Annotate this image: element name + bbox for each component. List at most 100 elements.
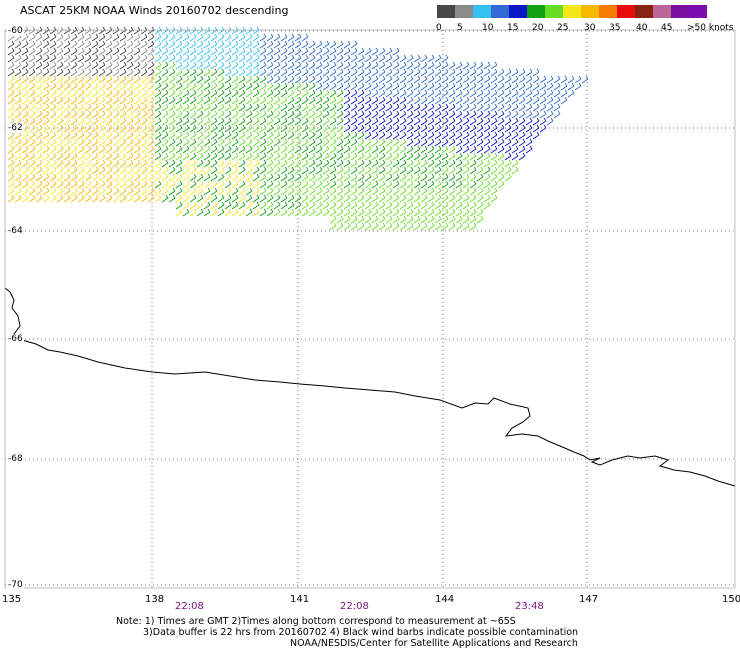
wind-barb (301, 180, 309, 189)
wind-barb (252, 82, 260, 91)
wind-barb (476, 138, 484, 147)
wind-barb (133, 187, 141, 196)
wind-barb (518, 145, 526, 154)
wind-barb (189, 89, 197, 98)
wind-barb (168, 33, 176, 42)
wind-barb (224, 145, 232, 154)
wind-barb (140, 117, 148, 126)
wind-barb (532, 68, 540, 77)
wind-barb (336, 110, 344, 119)
wind-barb (28, 124, 36, 133)
wind-barb (140, 47, 148, 56)
wind-barb (56, 173, 64, 182)
wind-barb (77, 47, 85, 56)
wind-barb (56, 117, 64, 126)
wind-barb (259, 152, 267, 161)
wind-barb (7, 145, 15, 154)
wind-barb (504, 68, 512, 77)
wind-barb (224, 159, 232, 168)
wind-barb (406, 82, 414, 91)
wind-barb (364, 54, 372, 63)
wind-barb (245, 138, 253, 147)
wind-barb (252, 180, 260, 189)
wind-barb (98, 110, 106, 119)
wind-barb (175, 159, 183, 168)
wind-barb (406, 152, 414, 161)
wind-barb (98, 26, 106, 35)
wind-barb (119, 68, 127, 77)
wind-barb (245, 26, 253, 35)
wind-barb (21, 103, 29, 112)
wind-barb (140, 145, 148, 154)
wind-barb (448, 131, 456, 140)
wind-barb (126, 194, 134, 203)
wind-barb (364, 117, 372, 126)
wind-barb (392, 152, 400, 161)
wind-barb (154, 96, 162, 105)
wind-barb (455, 117, 463, 126)
wind-barb (28, 33, 36, 42)
wind-barb (329, 215, 337, 224)
wind-barb (343, 187, 351, 196)
wind-barb (63, 152, 71, 161)
wind-barb (371, 173, 379, 182)
wind-barb (364, 110, 372, 119)
wind-barb (434, 159, 442, 168)
wind-barb (252, 187, 260, 196)
wind-barb (434, 215, 442, 224)
legend-label: 35 (609, 23, 621, 33)
wind-barb (63, 33, 71, 42)
wind-barb (245, 54, 253, 63)
wind-barb (308, 96, 316, 105)
wind-barb (371, 124, 379, 133)
wind-barb (112, 54, 120, 63)
wind-barb (168, 187, 176, 196)
wind-barb (504, 124, 512, 133)
wind-barb (70, 124, 78, 133)
wind-barb (35, 159, 43, 168)
wind-barb (301, 145, 309, 154)
wind-barb (91, 131, 99, 140)
wind-barb (224, 124, 232, 133)
wind-barb (7, 110, 15, 119)
wind-barb (420, 145, 428, 154)
wind-barb (455, 152, 463, 161)
wind-barb (63, 110, 71, 119)
wind-barb (364, 173, 372, 182)
wind-barb (84, 145, 92, 154)
wind-barb (308, 138, 316, 147)
wind-barb (154, 159, 162, 168)
wind-barb (168, 166, 176, 175)
wind-barb (56, 152, 64, 161)
wind-barb (259, 96, 267, 105)
wind-barb (546, 75, 554, 84)
wind-barb (343, 201, 351, 210)
wind-barb (462, 68, 470, 77)
wind-barb (28, 166, 36, 175)
wind-barb (203, 187, 211, 196)
wind-barb (483, 124, 491, 133)
wind-barb (329, 96, 337, 105)
wind-barb (175, 68, 183, 77)
wind-barb (539, 75, 547, 84)
wind-barb (287, 194, 295, 203)
wind-barb (322, 61, 330, 70)
wind-barb (455, 75, 463, 84)
wind-barb (14, 194, 22, 203)
wind-barb (28, 194, 36, 203)
wind-barb (343, 68, 351, 77)
wind-barb (77, 194, 85, 203)
wind-barb (175, 173, 183, 182)
wind-barb (511, 89, 519, 98)
wind-barb (259, 68, 267, 77)
wind-barb (280, 40, 288, 49)
wind-barb (119, 187, 127, 196)
wind-barb (301, 103, 309, 112)
wind-barb (273, 208, 281, 217)
wind-barb (210, 173, 218, 182)
wind-barb (476, 75, 484, 84)
wind-barb (147, 61, 155, 70)
wind-barb (350, 201, 358, 210)
wind-barb (392, 159, 400, 168)
wind-barb (168, 103, 176, 112)
